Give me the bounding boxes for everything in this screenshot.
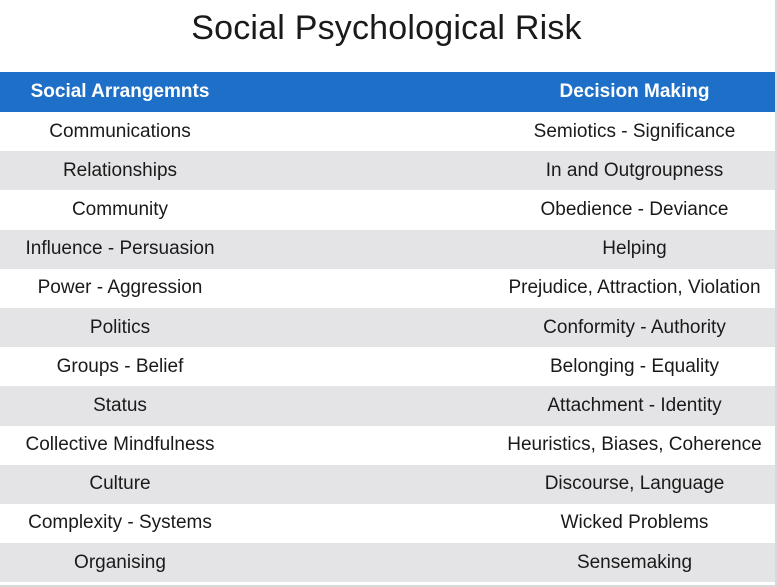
table-row: Influence - Persuasion Helping	[0, 229, 775, 269]
cell-decision-making: Sensemaking	[576, 551, 693, 573]
table-row: Community Obedience - Deviance	[0, 190, 775, 230]
cell-decision-making: Helping	[602, 238, 667, 260]
cell-social-arrangement: Community	[71, 198, 169, 220]
table-row: Complexity - Systems Wicked Problems	[0, 503, 775, 544]
table-row: Organising Sensemaking	[0, 543, 775, 583]
cell-decision-making: Conformity - Authority	[543, 316, 726, 338]
cell-social-arrangement: Culture	[89, 473, 151, 495]
cell-social-arrangement: Relationships	[62, 159, 178, 181]
table-row: Culture Discourse, Language	[0, 464, 775, 504]
cell-social-arrangement: Politics	[89, 316, 151, 338]
cell-decision-making: Wicked Problems	[560, 512, 709, 534]
cell-decision-making: Prejudice, Attraction, Violation	[508, 277, 761, 299]
table-header: Social Arrangemnts Decision Making	[0, 72, 775, 112]
cell-social-arrangement: Groups - Belief	[56, 355, 184, 377]
cell-decision-making: Attachment - Identity	[547, 394, 722, 416]
page-title: Social Psychological Risk	[191, 9, 582, 47]
cell-social-arrangement: Influence - Persuasion	[25, 238, 215, 260]
table-row: Power - Aggression Prejudice, Attraction…	[0, 268, 775, 308]
cell-social-arrangement: Organising	[74, 551, 166, 573]
table-row: Collective Mindfulness Heuristics, Biase…	[0, 425, 775, 465]
cell-social-arrangement: Communications	[49, 120, 191, 142]
table-body: Communications Semiotics - Significance …	[0, 112, 775, 583]
cell-social-arrangement: Complexity - Systems	[28, 512, 212, 534]
header-social-arrangements: Social Arrangemnts	[30, 81, 210, 102]
table-row: Groups - Belief Belonging - Equality	[0, 347, 775, 387]
cell-decision-making: Semiotics - Significance	[533, 120, 736, 142]
cell-decision-making: Obedience - Deviance	[540, 198, 729, 220]
table-row: Status Attachment - Identity	[0, 386, 775, 426]
table-row: Communications Semiotics - Significance	[0, 112, 775, 152]
cell-decision-making: Belonging - Equality	[550, 355, 719, 377]
cell-decision-making: In and Outgroupness	[545, 159, 724, 181]
header-decision-making: Decision Making	[559, 81, 710, 102]
cell-social-arrangement: Status	[93, 394, 147, 416]
table-row: Politics Conformity - Authority	[0, 307, 775, 348]
cell-social-arrangement: Power - Aggression	[37, 277, 203, 299]
cell-social-arrangement: Collective Mindfulness	[25, 434, 215, 456]
cell-decision-making: Heuristics, Biases, Coherence	[507, 434, 762, 456]
cell-decision-making: Discourse, Language	[544, 473, 725, 495]
table-row: Relationships In and Outgroupness	[0, 151, 775, 191]
